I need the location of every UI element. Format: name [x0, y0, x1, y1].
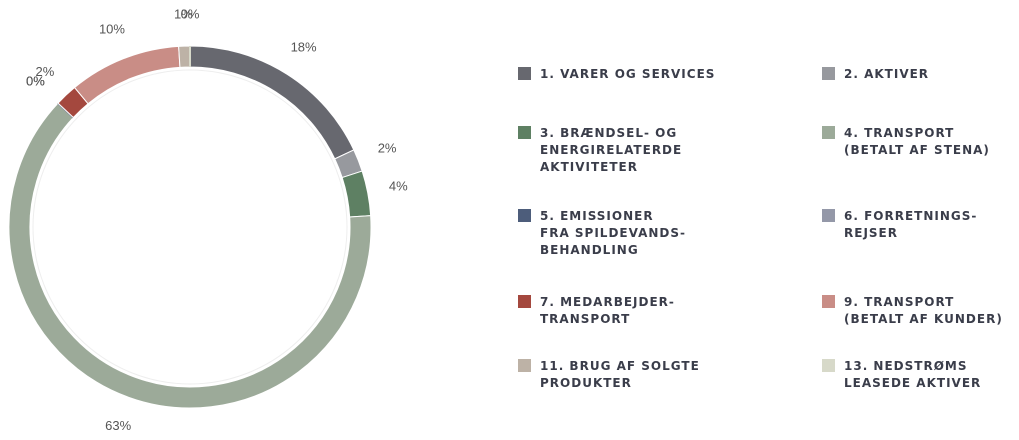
value-label: 2%	[378, 140, 397, 155]
value-label: 63%	[105, 418, 131, 433]
legend-item: 11. BRUG AF SOLGTE PRODUKTER	[518, 358, 700, 392]
legend-label: 13. NEDSTRØMS LEASEDE AKTIVER	[844, 359, 982, 390]
value-label: 10%	[99, 21, 125, 36]
value-label: 1%	[174, 7, 193, 22]
legend-swatch	[822, 126, 835, 139]
donut-slice	[73, 45, 181, 105]
legend-label: 3. BRÆNDSEL- OG ENERGIRELATERDE AKTIVITE…	[540, 126, 683, 174]
legend-label: 9. TRANSPORT (BETALT AF KUNDER)	[844, 295, 1003, 326]
value-label: 2%	[35, 64, 54, 79]
legend-label: 5. EMISSIONER FRA SPILDEVANDS- BEHANDLIN…	[540, 209, 686, 257]
legend-item: 3. BRÆNDSEL- OG ENERGIRELATERDE AKTIVITE…	[518, 125, 682, 176]
legend-swatch	[822, 295, 835, 308]
donut-slice	[178, 45, 191, 68]
legend-swatch	[822, 209, 835, 222]
legend-item: 7. MEDARBEJDER- TRANSPORT	[518, 294, 675, 328]
legend-item: 1. VARER OG SERVICES	[518, 66, 715, 83]
legend-swatch	[822, 359, 835, 372]
legend-item: 6. FORRETNINGS- REJSER	[822, 208, 977, 242]
donut-slice	[8, 102, 372, 409]
legend-item: 5. EMISSIONER FRA SPILDEVANDS- BEHANDLIN…	[518, 208, 686, 259]
value-label: 0%	[181, 6, 200, 21]
legend-label: 4. TRANSPORT (BETALT AF STENA)	[844, 126, 990, 157]
value-label: 0%	[26, 73, 45, 88]
legend-item: 2. AKTIVER	[822, 66, 929, 83]
legend-swatch	[518, 359, 531, 372]
legend-item: 4. TRANSPORT (BETALT AF STENA)	[822, 125, 990, 159]
legend-swatch	[518, 295, 531, 308]
legend-item: 13. NEDSTRØMS LEASEDE AKTIVER	[822, 358, 981, 392]
legend-label: 7. MEDARBEJDER- TRANSPORT	[540, 295, 675, 326]
legend-label: 6. FORRETNINGS- REJSER	[844, 209, 978, 240]
value-label: 4%	[389, 179, 408, 194]
donut-slice	[189, 45, 355, 160]
value-label: 18%	[291, 39, 317, 54]
value-label: 0%	[26, 73, 45, 88]
legend-item: 9. TRANSPORT (BETALT AF KUNDER)	[822, 294, 1003, 328]
legend-label: 1. VARER OG SERVICES	[540, 67, 716, 81]
legend-swatch	[518, 67, 531, 80]
legend-swatch	[822, 67, 835, 80]
legend-swatch	[518, 209, 531, 222]
legend-label: 11. BRUG AF SOLGTE PRODUKTER	[540, 359, 700, 390]
legend-swatch	[518, 126, 531, 139]
legend-label: 2. AKTIVER	[844, 67, 930, 81]
inner-ring	[32, 69, 348, 385]
